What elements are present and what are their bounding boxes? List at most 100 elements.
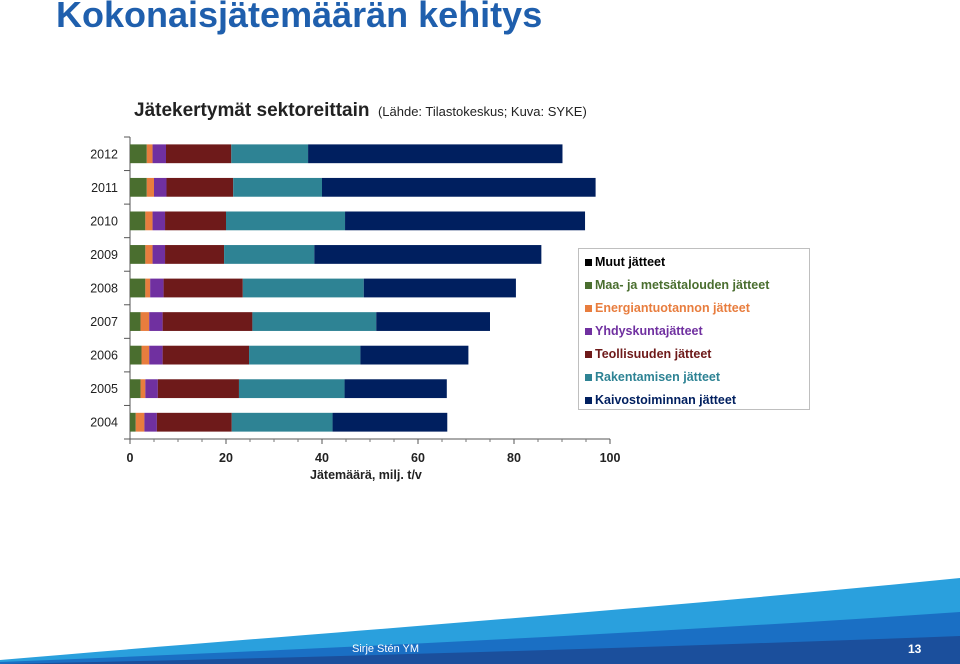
legend-item: Muut jätteet [579, 251, 809, 274]
bar-segment [141, 345, 150, 365]
bar-segment [130, 379, 141, 399]
legend-label: Yhdyskuntajätteet [595, 324, 703, 338]
bar-segment [145, 245, 153, 264]
x-tick-label: 60 [411, 451, 425, 465]
y-tick-label: 2004 [90, 416, 118, 430]
bar-segment [224, 245, 315, 264]
bar-segment [226, 211, 346, 231]
chart-title-block: Jätekertymät sektoreittain (Lähde: Tilas… [134, 100, 587, 122]
bar-segment [149, 312, 163, 331]
x-tick-label: 100 [600, 451, 621, 465]
bar-segment [130, 144, 147, 164]
x-axis-label: Jätemäärä, milj. t/v [310, 468, 422, 482]
footer-author: Sirje Stén YM [352, 643, 420, 655]
y-tick-label: 2012 [90, 147, 118, 161]
x-tick-label: 20 [219, 451, 233, 465]
bar-segment [231, 144, 309, 164]
bar-segment [322, 177, 596, 197]
chart-legend: Muut jätteet Maa- ja metsätalouden jättee… [578, 248, 810, 410]
bar-segment [166, 177, 234, 197]
page-number: 13 [908, 642, 922, 656]
bar-segment [238, 379, 345, 399]
legend-swatch [585, 282, 592, 289]
legend-label: Kaivostoiminnan jätteet [595, 393, 736, 407]
bar-segment [376, 312, 490, 331]
bar-segment [233, 177, 322, 197]
y-tick-label: 2010 [90, 214, 118, 228]
bar-segment [146, 177, 154, 197]
bar-segment [252, 312, 377, 331]
legend-item: Rakentamisen jätteet [579, 366, 809, 389]
bar-segment [162, 345, 250, 365]
bar-segment [144, 412, 157, 432]
legend-item: Kaivostoiminnan jätteet [579, 389, 809, 412]
bar-segment [140, 379, 146, 399]
bar-segment [135, 412, 145, 432]
bar-segment [152, 144, 166, 164]
legend-label: Muut jätteet [595, 255, 666, 269]
bar-segment [314, 245, 542, 264]
bar-segment [157, 379, 239, 399]
bar-segment [145, 278, 151, 298]
bar-segment [130, 177, 147, 197]
chart-title: Jätekertymät sektoreittain [134, 100, 370, 121]
bar-segment [165, 245, 225, 264]
bar-segment [145, 379, 158, 399]
x-tick-label: 40 [315, 451, 329, 465]
bar-segment [242, 278, 364, 298]
bar-segment [345, 211, 586, 231]
legend-swatch [585, 351, 592, 358]
bar-segment [165, 211, 226, 231]
legend-label: Rakentamisen jätteet [595, 370, 721, 384]
legend-swatch [585, 328, 592, 335]
chart-subtitle: (Lähde: Tilastokeskus; Kuva: SYKE) [377, 104, 587, 119]
legend-label: Energiantuotannon jätteet [595, 301, 750, 315]
bar-segment [130, 345, 142, 365]
bar-segment [130, 278, 146, 298]
legend-swatch [585, 259, 592, 266]
legend-swatch [585, 305, 592, 312]
bar-segment [163, 278, 243, 298]
y-tick-label: 2006 [90, 349, 118, 363]
bar-segment [154, 177, 167, 197]
legend-label: Teollisuuden jätteet [595, 347, 712, 361]
bar-segment [231, 412, 333, 432]
footer-wave-band [0, 578, 960, 664]
y-tick-label: 2011 [91, 181, 118, 195]
bar-segment [140, 312, 150, 331]
bar-segment [130, 211, 146, 231]
bar-segment [332, 412, 448, 432]
bar-segment [162, 312, 253, 331]
y-tick-label: 2009 [90, 248, 118, 262]
x-tick-label: 80 [507, 451, 521, 465]
bar-segment [249, 345, 361, 365]
legend-label: Maa- ja metsätalouden jätteet [595, 278, 770, 292]
legend-item: Teollisuuden jätteet [579, 343, 809, 366]
bar-segment [360, 345, 469, 365]
y-tick-label: 2008 [90, 282, 118, 296]
slide-title: Kokonaisjätemäärän kehitys [56, 0, 543, 35]
bar-segment [150, 278, 164, 298]
y-tick-label: 2005 [90, 382, 118, 396]
bar-segment [130, 245, 146, 264]
bar-segment [146, 144, 153, 164]
bar-segment [149, 345, 163, 365]
legend-item: Energiantuotannon jätteet [579, 297, 809, 320]
y-tick-label: 2007 [90, 315, 118, 329]
bar-segment [130, 312, 141, 331]
legend-swatch [585, 374, 592, 381]
bar-segment [130, 412, 136, 432]
legend-item: Maa- ja metsätalouden jätteet [579, 274, 809, 297]
bar-segment [156, 412, 232, 432]
stacked-bar-chart: 0 20 40 60 80 100 2012 2011 2010 2009 2008 2007 2006… [90, 136, 621, 465]
bar-segment [152, 211, 166, 231]
bar-segment [308, 144, 563, 164]
bar-segment [145, 211, 153, 231]
bar-segment [344, 379, 447, 399]
bar-segment [152, 245, 166, 264]
legend-swatch [585, 397, 592, 404]
legend-item: Yhdyskuntajätteet [579, 320, 809, 343]
bar-segment [363, 278, 516, 298]
x-tick-label: 0 [127, 451, 134, 465]
bar-segment [166, 144, 232, 164]
